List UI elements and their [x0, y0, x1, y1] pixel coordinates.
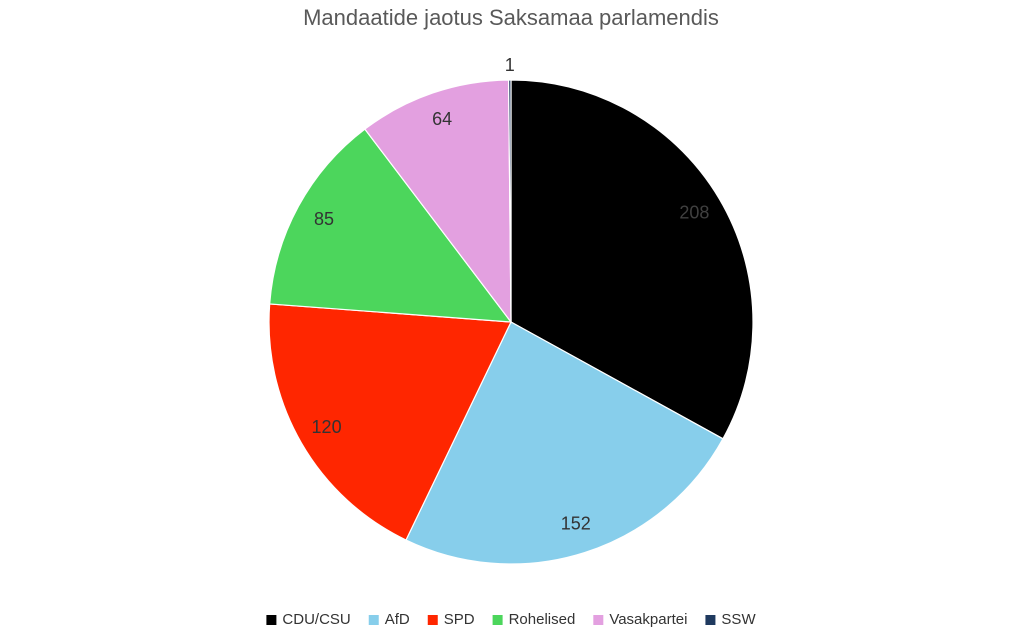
- data-label: 120: [312, 417, 342, 437]
- chart-title: Mandaatide jaotus Saksamaa parlamendis: [303, 5, 719, 30]
- pie-slice: [510, 79, 754, 440]
- pie-slice: [268, 303, 512, 541]
- legend-label: Vasakpartei: [609, 611, 687, 628]
- pie-slice: [405, 321, 724, 565]
- pie-slice: [269, 128, 513, 323]
- legend-swatch: [593, 615, 604, 625]
- pie-slice: [364, 79, 512, 324]
- pie: 208 152 120 85 64 1: [268, 55, 754, 565]
- legend-item: Vasakpartei: [593, 611, 687, 628]
- legend: CDU/CSU AfD SPD Rohelised Vasakpartei SSW: [266, 611, 756, 628]
- legend-label: SSW: [721, 611, 756, 628]
- legend-swatch: [427, 615, 438, 625]
- legend-label: Rohelised: [509, 611, 576, 628]
- pie-slice: [507, 79, 512, 323]
- legend-label: SPD: [444, 611, 475, 628]
- legend-swatch: [492, 615, 503, 625]
- data-label: 208: [679, 202, 709, 222]
- legend-item: AfD: [368, 611, 410, 628]
- legend-item: Rohelised: [492, 611, 576, 628]
- legend-item: SPD: [427, 611, 475, 628]
- legend-label: CDU/CSU: [282, 611, 350, 628]
- data-label: 64: [432, 109, 452, 129]
- legend-swatch: [368, 615, 379, 625]
- legend-item: CDU/CSU: [266, 611, 351, 628]
- data-label: 152: [561, 514, 591, 534]
- legend-label: AfD: [385, 611, 410, 628]
- legend-swatch: [266, 615, 277, 625]
- legend-item: SSW: [705, 611, 756, 628]
- data-label: 1: [505, 55, 515, 75]
- data-label: 85: [314, 209, 334, 229]
- legend-swatch: [705, 615, 716, 625]
